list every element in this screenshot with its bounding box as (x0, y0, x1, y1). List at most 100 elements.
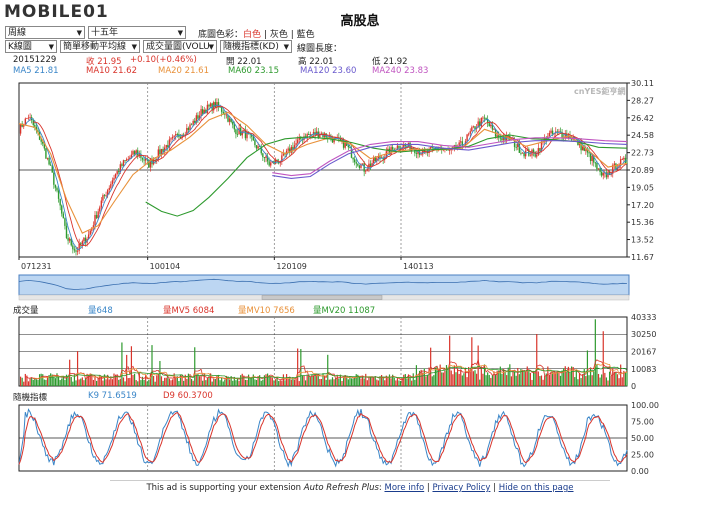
ma240-label: MA240 23.83 (372, 66, 429, 76)
candle-body (258, 146, 261, 148)
candle-body (118, 171, 120, 173)
volume-bar (259, 375, 261, 386)
candle-body (388, 148, 391, 155)
volume-bar (97, 378, 99, 386)
volume-bar (601, 374, 603, 386)
candle-body (24, 118, 27, 126)
volume-bar (485, 375, 487, 386)
candle-body (539, 148, 541, 151)
more-info-link[interactable]: More info (384, 483, 425, 493)
candle-body (156, 158, 158, 161)
candle-body (21, 123, 23, 127)
range-navigator[interactable] (18, 274, 630, 301)
quote-high: 高 22.01 (298, 57, 334, 67)
candle-body (80, 243, 82, 245)
candle-body (558, 131, 560, 133)
bg-blue-link[interactable]: 藍色 (296, 30, 315, 40)
volume-bar (105, 379, 107, 386)
candle-body (214, 102, 217, 108)
volume-bar (148, 379, 150, 386)
candle-body (292, 146, 294, 150)
candle-body (479, 121, 481, 127)
volume-bar (251, 376, 253, 386)
volume-bar (292, 377, 294, 386)
volume-bar (266, 373, 269, 386)
volume-bar (76, 351, 79, 386)
candle-body (257, 146, 259, 149)
volume-bar (553, 370, 555, 386)
candle-body (48, 157, 50, 165)
quote-close: 收 21.95 (86, 57, 122, 67)
volume-bar (537, 371, 539, 386)
volume-bar (257, 376, 259, 386)
candle-body (480, 117, 483, 127)
candle-body (526, 149, 528, 151)
hide-link[interactable]: Hide on this page (498, 483, 574, 493)
candle-body (186, 127, 188, 135)
candle-body (608, 171, 611, 176)
volume-bar (608, 371, 611, 386)
volume-bar (94, 377, 96, 386)
candle-body (374, 157, 376, 162)
volume-bar (445, 365, 448, 386)
volume-bar (616, 374, 619, 386)
volume-bar (583, 368, 585, 386)
price-y-tick-label: 13.52 (631, 236, 654, 245)
candle-body (197, 115, 199, 119)
candle-body (37, 130, 39, 132)
volume-bar (458, 373, 460, 386)
volume-bar (376, 379, 378, 386)
candle-body (460, 141, 462, 143)
price-chart[interactable]: 071231 100104 120109 140113 30.11 28.27 26.42 2… (18, 79, 654, 271)
ma60-line (145, 134, 628, 217)
volume-bar (380, 374, 383, 386)
candle-body (298, 136, 300, 140)
bg-gray-link[interactable]: 灰色 (269, 30, 288, 40)
volume-bar (195, 374, 197, 386)
price-x-tick-label: 100104 (150, 262, 181, 271)
volume-bar (358, 376, 361, 386)
volume-bar (42, 374, 44, 386)
privacy-policy-link[interactable]: Privacy Policy (432, 483, 491, 493)
candle-body (312, 132, 315, 135)
candle-body (211, 103, 213, 111)
volume-bar (86, 373, 88, 386)
volume-value: 量648 (88, 306, 113, 316)
volume-mv5: 量MV5 6084 (163, 306, 215, 316)
volume-bar (107, 374, 109, 386)
range-select[interactable]: 十五年 ▼ (88, 26, 186, 39)
volume-bar (544, 375, 546, 386)
volume-bar (434, 367, 437, 386)
candle-body (89, 230, 91, 235)
volume-bar (114, 374, 117, 386)
volume-y-tick-label: 0 (631, 382, 636, 391)
volume-bar (205, 380, 207, 386)
chart-type-select[interactable]: K線圖 ▼ (5, 40, 57, 53)
price-y-tick-label: 20.89 (631, 166, 654, 175)
candle-body (314, 132, 316, 136)
site-logo[interactable]: MOBILE01 (4, 2, 109, 22)
volume-bar (238, 380, 240, 386)
bg-white-link[interactable]: 白色 (243, 30, 262, 40)
candle-body (83, 237, 85, 242)
ma20-line (18, 111, 628, 234)
volume-bar (124, 381, 126, 386)
volume-bar (545, 373, 547, 386)
volume-bar (615, 372, 617, 386)
volume-bar (254, 379, 256, 386)
candle-body (64, 218, 66, 226)
kd-y-tick-label: 75.00 (631, 418, 654, 427)
candle-body (227, 114, 229, 122)
period-select[interactable]: 周線 ▼ (5, 26, 85, 39)
indicator-select[interactable]: 隨機指標(KD) ▼ (220, 40, 292, 53)
volume-bar (373, 376, 375, 386)
candle-body (167, 145, 169, 148)
ma-type-select[interactable]: 簡單移動平均線 ▼ (60, 40, 140, 53)
candle-body (114, 174, 117, 178)
volume-bar (420, 369, 422, 386)
volume-bar (556, 371, 558, 386)
volume-bar (171, 379, 174, 386)
candle-body (34, 124, 36, 127)
volume-select[interactable]: 成交量圖(VOLU ▼ (143, 40, 217, 53)
kd-y-tick-label: 100.00 (631, 401, 659, 410)
